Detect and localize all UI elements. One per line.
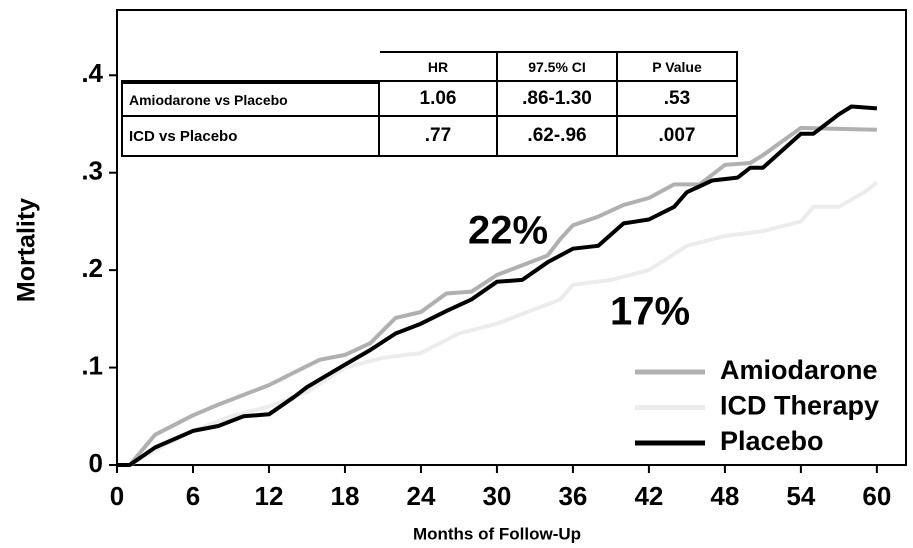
x-tick-label: 18 — [331, 481, 360, 511]
x-axis-label: Months of Follow-Up — [413, 524, 581, 543]
annotation: 17% — [610, 290, 690, 334]
table-cell: .86-1.30 — [498, 82, 618, 117]
table-header: 97.5% CI — [498, 51, 618, 82]
x-tick-label: 24 — [406, 481, 435, 511]
x-tick-label: 6 — [186, 481, 200, 511]
x-tick-label: 42 — [634, 481, 663, 511]
legend-label: ICD Therapy — [720, 391, 879, 421]
y-tick-label: .4 — [81, 58, 103, 88]
table-cell: .007 — [618, 117, 738, 157]
table-cell: .62-.96 — [498, 117, 618, 157]
y-tick-label: 0 — [89, 448, 103, 478]
table-cell: 1.06 — [380, 82, 498, 117]
x-tick-label: 36 — [558, 481, 587, 511]
x-tick-label: 0 — [110, 481, 124, 511]
x-tick-label: 48 — [710, 481, 739, 511]
x-tick-label: 54 — [786, 481, 815, 511]
row-label: Amiodarone vs Placebo — [121, 82, 380, 117]
x-tick-label: 60 — [862, 481, 891, 511]
stats-table: HR 97.5% CI P Value Amiodarone vs Placebo 1.… — [121, 51, 738, 157]
y-axis-label: Mortality — [13, 198, 41, 302]
plot-frame — [116, 9, 907, 466]
series-line — [117, 125, 877, 467]
legend-label: Placebo — [720, 426, 824, 456]
x-tick-label: 12 — [255, 481, 284, 511]
series-line — [117, 180, 879, 467]
row-label: ICD vs Placebo — [121, 117, 380, 157]
table-header: P Value — [618, 51, 738, 82]
table-cell: .53 — [618, 82, 738, 117]
series-line — [117, 104, 878, 467]
x-tick-label: 30 — [482, 481, 511, 511]
table-corner — [121, 51, 380, 82]
annotation: 22% — [468, 209, 548, 253]
y-tick-label: .3 — [81, 156, 103, 186]
y-tick-label: .2 — [81, 253, 103, 283]
y-tick-label: .1 — [81, 350, 103, 380]
table-header: HR — [380, 51, 498, 82]
legend-label: Amiodarone — [720, 355, 878, 385]
table-cell: .77 — [380, 117, 498, 157]
